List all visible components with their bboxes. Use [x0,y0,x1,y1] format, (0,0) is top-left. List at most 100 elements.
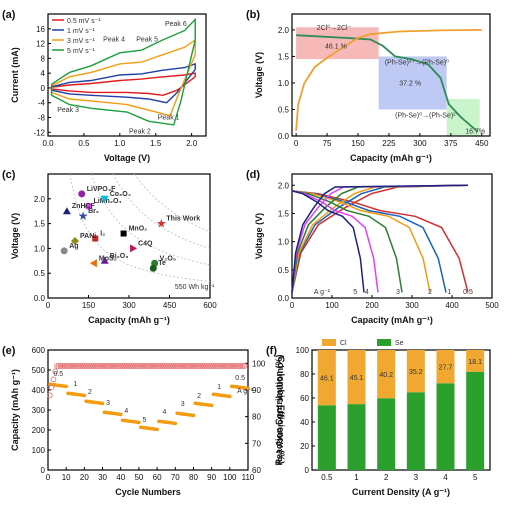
efficiency-point [150,363,157,369]
y-tick-label-a: -4 [38,99,46,108]
capacity-point [173,421,178,426]
bar-data-label-3: 35.2 [409,369,423,376]
legend-swatch-f [377,339,391,346]
efficiency-point [181,363,188,369]
rate-label-e-11: A g⁻¹ [237,388,254,395]
y-tick-label-d: 0.0 [278,294,290,303]
capacity-point [64,384,68,389]
efficiency-point [54,363,60,369]
efficiency-point [206,363,213,369]
efficiency-point [90,363,97,369]
capacity-point [82,393,87,398]
x-axis-label-c: Capacity (mAh g⁻¹) [88,315,170,325]
efficiency-point [185,363,191,369]
point-label-5: I₂ [100,230,105,237]
efficiency-point [148,363,155,369]
point-label-0: LiVPO₄F [87,186,116,193]
y2-tick-label-e: 100 [252,359,266,368]
panel-d: (d) Capacity (mAh g⁻¹) Voltage (V) 0 100 200 3… [246,169,499,325]
efficiency-point [161,363,168,369]
rate-label-e-5: 5 [143,417,147,424]
efficiency-point [123,363,130,369]
efficiency-point [61,363,68,369]
efficiency-point [77,363,84,369]
efficiency-point [96,363,102,369]
efficiency-point [157,363,164,369]
y-tick-label-a: -8 [38,114,46,123]
marker-10 [130,244,138,253]
panel-f: (f) Current Density (A g⁻¹) Reaction Contr… [266,339,491,497]
efficiency-point [166,363,173,369]
efficiency-point [112,363,119,369]
y-tick-label-b: 2.0 [278,26,290,35]
efficiency-point [76,363,82,369]
point-label-7: This Work [166,216,200,223]
y-tick-label-b: 0.0 [278,132,290,141]
efficiency-point [68,363,75,369]
point-label-2: Co₃O₄ [110,191,131,198]
x-tick-label-b: 375 [444,139,458,148]
y2-tick-label-e: 80 [252,413,261,422]
peak-label-4: Peak 4 [103,37,125,44]
efficiency-point [221,363,228,369]
bar-Cl-2 [377,350,396,399]
y-tick-label-c: 1.5 [34,220,46,229]
legend-label-a: 5 mV s⁻¹ [67,48,95,55]
y-tick-label-f: 100 [296,346,310,355]
efficiency-point [132,363,139,369]
panel-b: (b) Capacity (mAh g⁻¹) Voltage (V) 0 75 150 22… [246,9,491,163]
efficiency-point [156,363,162,369]
panel-label-d: (d) [246,169,260,181]
point-label-14: Te [158,260,166,267]
y-tick-label-c: 0.0 [34,294,46,303]
rate-label-d-3: 3 [396,289,400,296]
marker-4: ★ [78,209,89,223]
capacity-point [228,394,232,399]
rate-label-d-2: 4 [365,289,369,296]
efficiency-point [128,363,135,369]
y-axis-label-a: Current (mA) [10,47,20,103]
efficiency-point [168,363,175,369]
efficiency-point [79,363,86,369]
efficiency-point [176,363,182,369]
bar-Se-0.5 [317,405,336,470]
x-tick-label-f: 3 [414,473,419,482]
y-tick-label-f: 20 [300,442,309,451]
panel-label-b: (b) [246,9,260,21]
legend-label-f: Cl [340,340,347,347]
capacity-point [100,401,105,406]
bar-Se-3 [406,392,425,470]
marker-2 [100,195,109,203]
x-tick-label-c: 300 [122,301,136,310]
bar-Se-2 [377,398,396,470]
y-tick-label-b: 1.0 [278,79,290,88]
efficiency-point [66,363,73,369]
efficiency-point [83,363,90,369]
efficiency-point [236,363,242,369]
bar-Cl-0.5 [317,350,336,406]
capacity-point [246,386,250,391]
efficiency-point [108,363,115,369]
efficiency-point [216,363,222,369]
x-tick-label-f: 1 [354,473,359,482]
x-tick-label-f: 4 [443,473,448,482]
point-label-8: PANi [80,233,96,240]
y2-tick-label-e: 70 [252,439,261,448]
efficiency-point [145,363,151,369]
y-tick-label-f: 40 [300,418,309,427]
y-tick-label-f: 0 [305,466,310,475]
y-axis-label-f: Reaction Contribution (%) [274,355,284,466]
x-tick-label-b: 450 [475,139,489,148]
bar-Cl-5 [466,350,485,372]
y-tick-label-e: 0 [41,466,46,475]
y-tick-label-e: 500 [32,366,46,375]
bar-Se-4 [436,383,455,470]
x-tick-label-e: 70 [171,473,180,482]
legend-label-a: 3 mV s⁻¹ [67,38,95,45]
reaction-label-1: 2Cl⁰→2Cl⁻ [317,24,352,32]
x-tick-label-f: 5 [473,473,478,482]
cv-curve-1 [50,72,196,97]
x-tick-label-e: 60 [153,473,162,482]
efficiency-point [241,363,248,369]
plot-frame-d [291,173,493,299]
